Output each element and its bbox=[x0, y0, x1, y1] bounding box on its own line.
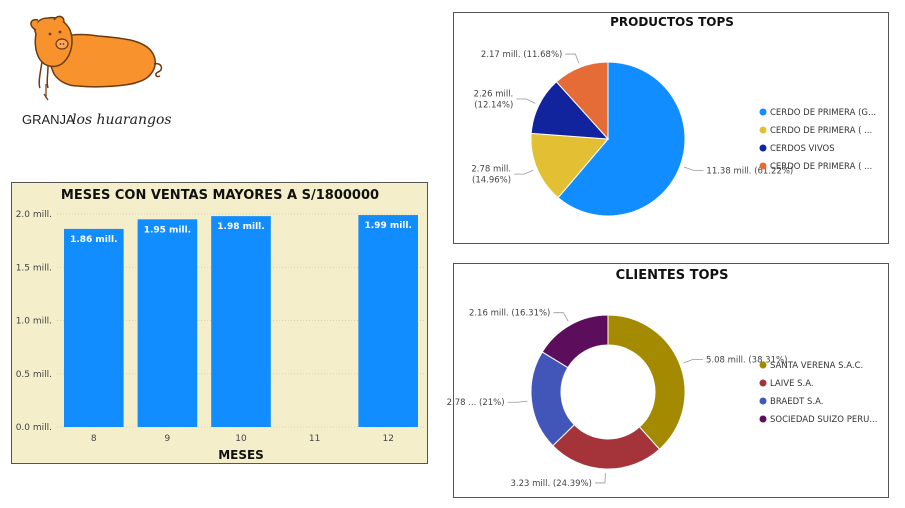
legend-marker bbox=[759, 379, 767, 387]
bar-xtick-label: 12 bbox=[382, 434, 393, 444]
legend-label[interactable]: SANTA VERENA S.A.C. bbox=[770, 361, 863, 371]
legend-label[interactable]: CERDO DE PRIMERA ( ... bbox=[770, 162, 872, 172]
legend-marker bbox=[759, 144, 767, 152]
bar-10[interactable] bbox=[211, 216, 271, 427]
pig-icon bbox=[30, 15, 163, 101]
legend-label[interactable]: CERDO DE PRIMERA ( ... bbox=[770, 126, 872, 136]
bar-chart-panel: MESES CON VENTAS MAYORES A S/1800000 0.0… bbox=[11, 182, 428, 464]
slice-3[interactable] bbox=[541, 314, 609, 369]
donut-chart-title: CLIENTES TOPS bbox=[616, 268, 729, 283]
bar-chart-title: MESES CON VENTAS MAYORES A S/1800000 bbox=[61, 188, 379, 203]
slice-1[interactable] bbox=[530, 132, 610, 199]
bar-data-label: 1.98 mill. bbox=[217, 222, 264, 232]
bar-chart-xlabel: MESES bbox=[218, 448, 264, 462]
clients-donut-panel: CLIENTES TOPS 5.08 mill. (38.31%) 3.23 mi… bbox=[447, 263, 889, 498]
legend-marker bbox=[759, 126, 767, 134]
slice-data-label: 2.26 mill. bbox=[474, 89, 514, 99]
leader-line bbox=[507, 400, 528, 403]
slice-data-label: 2.17 mill. (11.68%) bbox=[481, 50, 562, 60]
granja-los-huarangos-logo: GRANJA los huarangos bbox=[22, 15, 172, 128]
slice-3[interactable] bbox=[555, 61, 609, 141]
slice-data-label: 2.16 mill. (16.31%) bbox=[469, 309, 550, 319]
logo-text-los-huarangos: los huarangos bbox=[72, 112, 172, 128]
bar-ytick-label: 2.0 mill. bbox=[16, 210, 52, 220]
slice-data-label: 11.38 mill. (61.22%) bbox=[706, 166, 793, 176]
bar-ytick-label: 0.5 mill. bbox=[16, 370, 52, 380]
bar-xtick-label: 10 bbox=[235, 434, 247, 444]
slice-data-label: 5.08 mill. (38.31%) bbox=[706, 355, 787, 365]
leader-line bbox=[516, 98, 536, 104]
clients-donut-chart: CLIENTES TOPS 5.08 mill. (38.31%) 3.23 mi… bbox=[447, 268, 878, 489]
logo-text-granja: GRANJA bbox=[22, 112, 75, 127]
legend-marker bbox=[759, 415, 767, 423]
bar-data-label: 1.86 mill. bbox=[70, 235, 117, 245]
bar-data-label: 1.95 mill. bbox=[144, 225, 191, 235]
slice-data-label: 2.78 mill. bbox=[471, 165, 511, 175]
slice-0[interactable] bbox=[607, 314, 686, 450]
bar-12[interactable] bbox=[358, 215, 419, 427]
slice-data-label: (12.14%) bbox=[474, 100, 513, 110]
bar-ytick-label: 1.0 mill. bbox=[16, 317, 52, 327]
slice-0[interactable] bbox=[557, 61, 686, 217]
leader-line bbox=[594, 472, 606, 484]
bar-xtick-label: 8 bbox=[91, 434, 97, 444]
legend-marker bbox=[759, 361, 767, 369]
slice-data-label: 3.23 mill. (24.39%) bbox=[511, 479, 592, 489]
bar-ytick-label: 0.0 mill. bbox=[16, 423, 52, 433]
legend-label[interactable]: CERDO DE PRIMERA (G... bbox=[770, 108, 876, 118]
bar-9[interactable] bbox=[137, 219, 198, 427]
legend-label[interactable]: SOCIEDAD SUIZO PERU... bbox=[770, 415, 877, 425]
slice-data-label: (14.96%) bbox=[472, 176, 511, 186]
legend-label[interactable]: CERDOS VIVOS bbox=[770, 144, 835, 154]
slice-2[interactable] bbox=[530, 81, 610, 140]
bar-xtick-label: 9 bbox=[165, 434, 171, 444]
bar-data-label: 1.99 mill. bbox=[365, 221, 412, 231]
slice-data-label: 2.78 ... (21%) bbox=[447, 398, 505, 408]
bar-8[interactable] bbox=[63, 228, 124, 427]
slice-1[interactable] bbox=[552, 424, 661, 470]
legend-label[interactable]: LAIVE S.A. bbox=[770, 379, 814, 389]
bar-ytick-label: 1.5 mill. bbox=[16, 263, 52, 273]
bar-xtick-label: 11 bbox=[309, 434, 320, 444]
leader-line bbox=[683, 166, 704, 171]
legend-marker bbox=[759, 162, 767, 170]
leader-line bbox=[553, 312, 569, 322]
products-pie-chart: PRODUCTOS TOPS 11.38 mill. (61.22%) 2.78 … bbox=[471, 15, 876, 217]
leader-line bbox=[565, 53, 580, 64]
leader-line bbox=[514, 169, 534, 175]
pie-chart-title: PRODUCTOS TOPS bbox=[610, 15, 734, 29]
legend-marker bbox=[759, 108, 767, 116]
bar-chart: MESES CON VENTAS MAYORES A S/1800000 0.0… bbox=[16, 188, 425, 462]
leader-line bbox=[683, 359, 703, 364]
legend-marker bbox=[759, 397, 767, 405]
legend-label[interactable]: BRAEDT S.A. bbox=[770, 397, 823, 407]
products-pie-panel: PRODUCTOS TOPS 11.38 mill. (61.22%) 2.78 … bbox=[453, 12, 889, 244]
